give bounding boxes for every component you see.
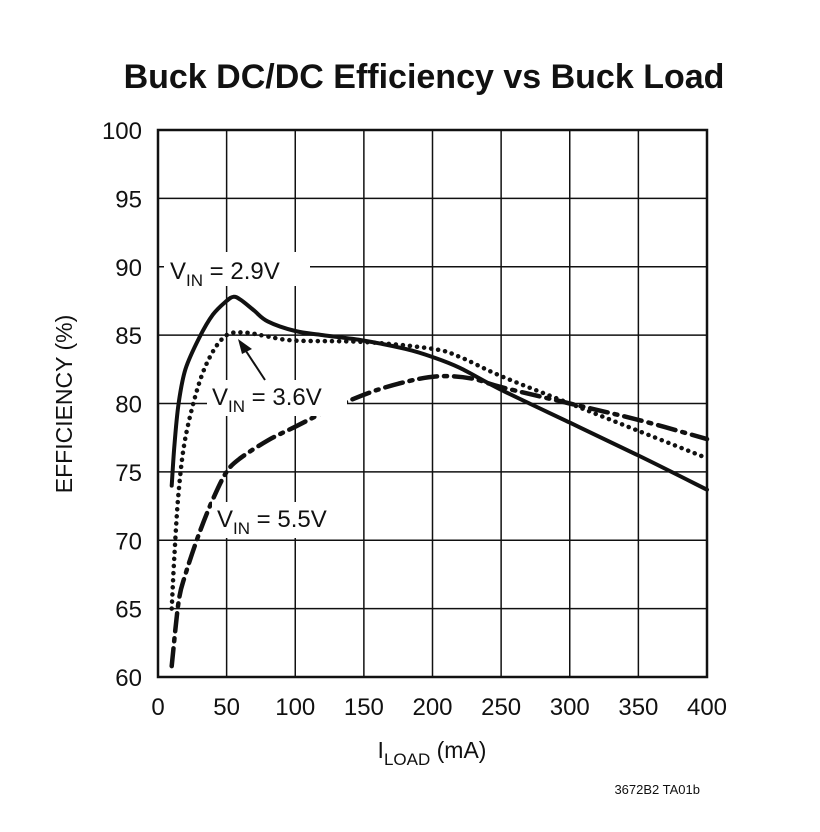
label-bg-36v <box>207 380 347 416</box>
label-bg-55v <box>212 502 352 538</box>
x-tick-label-0: 0 <box>151 694 164 721</box>
arrow-36v <box>238 339 266 381</box>
y-tick-label-75: 75 <box>115 460 142 487</box>
x-tick-label-350: 350 <box>618 694 658 721</box>
series-layer <box>169 294 710 669</box>
label-bg-29v <box>164 252 310 286</box>
y-tick-label-85: 85 <box>115 323 142 350</box>
y-tick-label-95: 95 <box>115 186 142 213</box>
series-labels: VIN = 2.9V VIN = 3.6V VIN = 5.5V <box>170 258 327 538</box>
x-tick-label-250: 250 <box>481 694 521 721</box>
series-line-0 <box>169 294 709 492</box>
plot-frame <box>156 128 709 679</box>
series-line-1 <box>169 330 710 611</box>
y-tick-label-65: 65 <box>115 597 142 624</box>
footnote: 3672B2 TA01b <box>614 782 700 797</box>
series-label-29v: VIN = 2.9V <box>170 258 280 290</box>
x-tick-label-300: 300 <box>550 694 590 721</box>
y-tick-label-80: 80 <box>115 392 142 419</box>
y-tick-label-90: 90 <box>115 255 142 282</box>
x-axis-label: ILOAD (mA) <box>378 737 487 769</box>
x-tick-label-400: 400 <box>687 694 727 721</box>
series-label-55v: VIN = 5.5V <box>217 506 327 538</box>
x-tick-label-150: 150 <box>344 694 384 721</box>
x-tick-labels: 0 50 100 150 200 250 300 350 400 <box>151 694 727 721</box>
y-tick-label-100: 100 <box>102 118 142 145</box>
series-label-36v: VIN = 3.6V <box>212 384 322 416</box>
chart-title: Buck DC/DC Efficiency vs Buck Load <box>124 58 725 96</box>
y-tick-label-60: 60 <box>115 665 142 692</box>
x-tick-label-100: 100 <box>275 694 315 721</box>
y-tick-label-70: 70 <box>115 528 142 555</box>
y-tick-labels: 60 65 70 75 80 85 90 95 100 <box>102 118 142 692</box>
x-tick-label-200: 200 <box>412 694 452 721</box>
x-tick-label-50: 50 <box>213 694 240 721</box>
y-axis-label: EFFICIENCY (%) <box>51 315 77 493</box>
